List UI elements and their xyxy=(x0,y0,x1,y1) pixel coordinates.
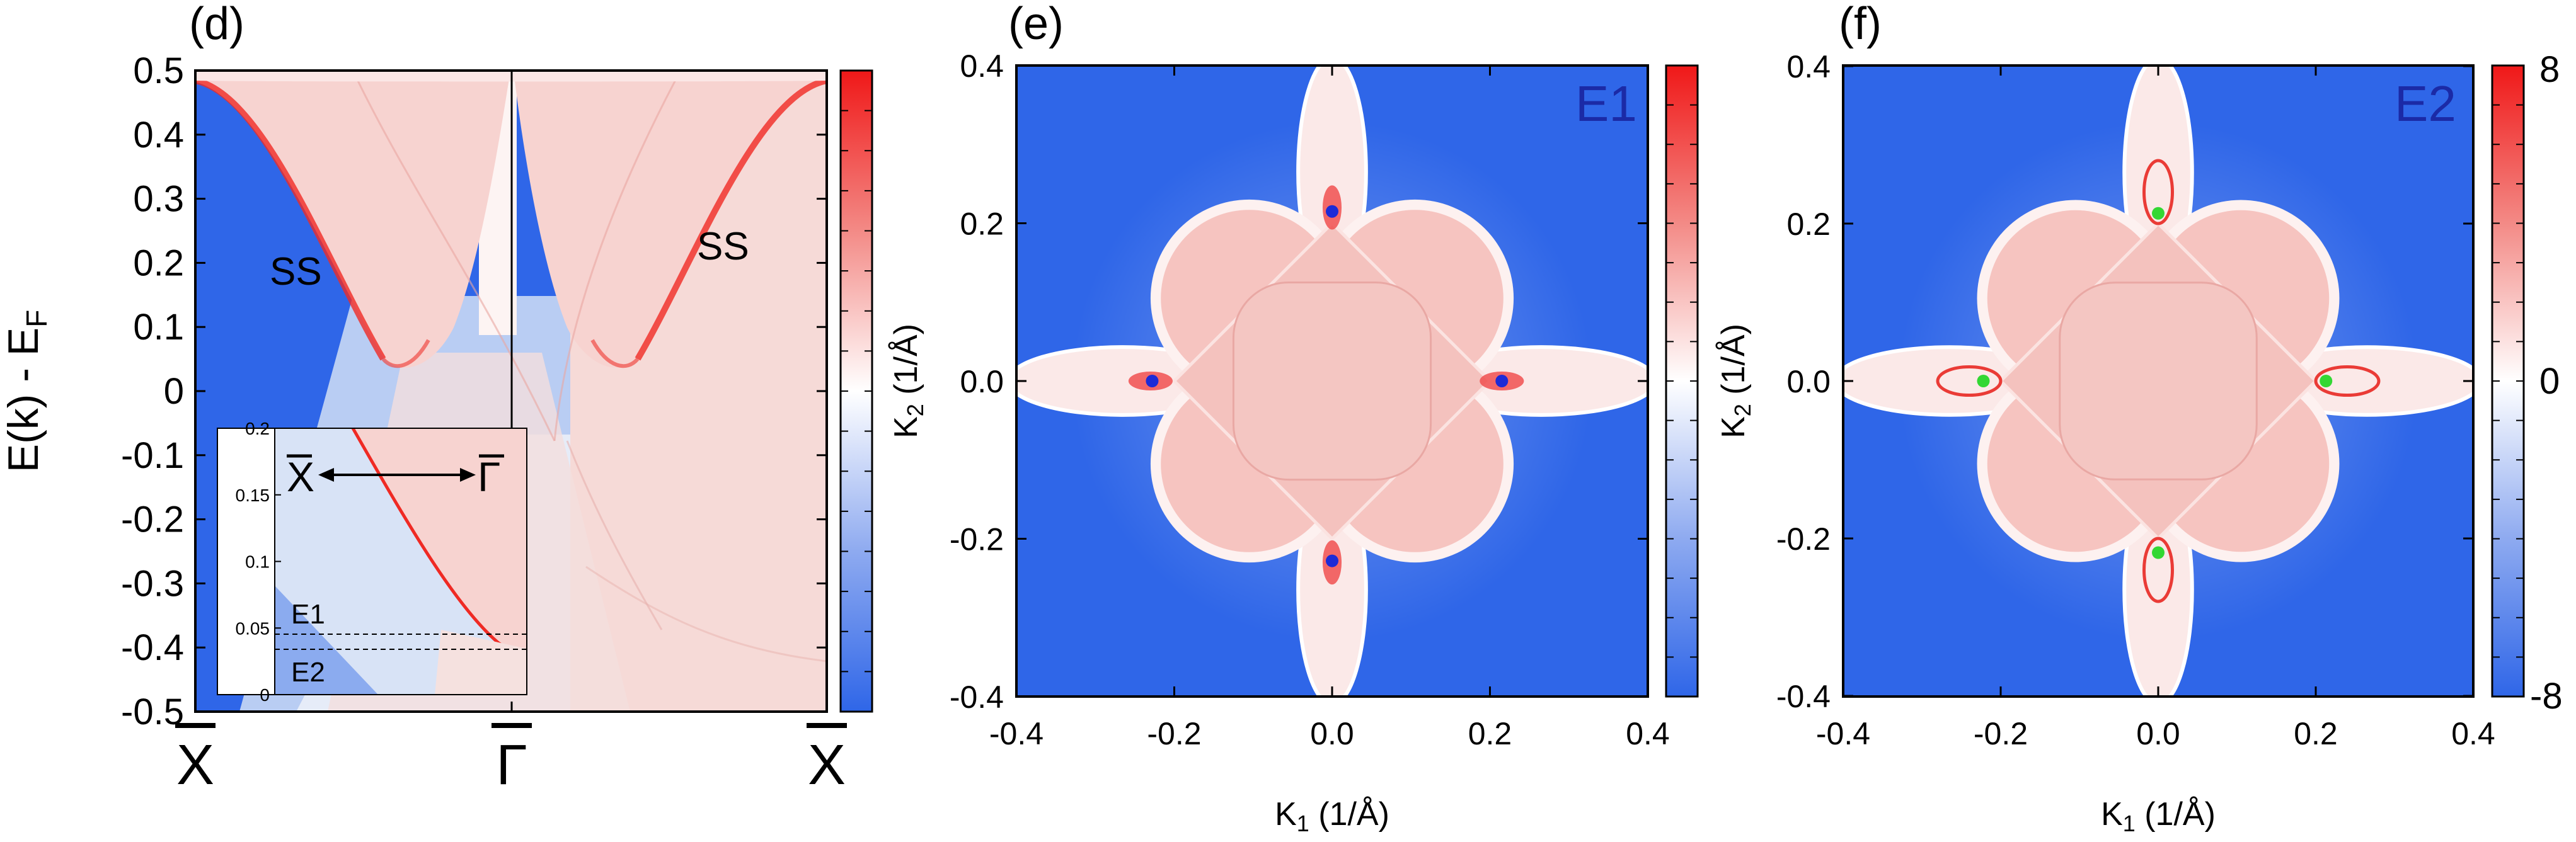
y-tick-label: -0.2 xyxy=(950,522,1004,557)
y-tick-label: -0.5 xyxy=(121,691,184,732)
panel-e: (e) -0.4 -0.2 0.0 0.2 0.4 0.4 0.2 0.0 -0.2 -0.4 E… xyxy=(888,0,1699,836)
panel-e-xlabel: K1 (1/Å) xyxy=(1275,796,1389,836)
x-tick-label: 0.4 xyxy=(2451,716,2495,751)
x-tick-label: -0.4 xyxy=(989,716,1044,751)
y-tick-label: 0 xyxy=(164,371,184,412)
weyl-point xyxy=(1495,375,1509,387)
inset-y-tick-label: 0.15 xyxy=(236,486,270,505)
weyl-point xyxy=(1146,375,1159,387)
surface-state-label-left: SS xyxy=(270,250,322,293)
weyl-point xyxy=(2152,546,2165,559)
x-tick-label: -0.2 xyxy=(1974,716,2028,751)
panel-e-colorbar xyxy=(1665,64,1699,698)
weyl-point xyxy=(2152,207,2165,220)
panel-d-y-ticks: 0.5 0.4 0.3 0.2 0.1 0 -0.1 -0.2 -0.3 -0.4 -0.5 xyxy=(121,50,827,732)
y-tick-label: -0.1 xyxy=(121,435,184,476)
weyl-point xyxy=(1977,375,1990,387)
y-tick-label: 0.4 xyxy=(1786,49,1831,84)
panel-f-colorbar: 8 0 -8 xyxy=(2491,49,2563,717)
x-tick-label: 0.2 xyxy=(2294,716,2338,751)
x-tick-label: 0.0 xyxy=(1310,716,1354,751)
weyl-point xyxy=(2320,375,2333,387)
y-tick-label: 0.5 xyxy=(133,50,184,91)
weyl-point xyxy=(1326,205,1338,218)
panel-e-plot-area xyxy=(1016,65,1648,697)
y-tick-label: -0.4 xyxy=(950,680,1004,715)
panel-f-ticks: -0.4 -0.2 0.0 0.2 0.4 0.4 0.2 0.0 -0.2 -0.4 xyxy=(1776,49,2495,751)
panel-d-label: (d) xyxy=(189,0,244,49)
inset-cut-label-e2: E2 xyxy=(291,657,325,688)
colorbar-min-label: -8 xyxy=(2530,676,2563,717)
y-tick-label: 0.4 xyxy=(133,115,184,156)
y-tick-label: -0.4 xyxy=(1776,679,1831,714)
inset-gamma-point-label: Γ xyxy=(478,453,500,500)
inset-x-point-label: X xyxy=(287,453,314,500)
x-tick-label: 0.2 xyxy=(1468,716,1512,751)
surface-state-label-right: SS xyxy=(697,225,749,268)
panel-e-label: (e) xyxy=(1008,0,1064,49)
panel-e-points xyxy=(1146,205,1509,567)
y-tick-label: 0.4 xyxy=(960,48,1004,84)
panel-f-points xyxy=(1977,207,2333,559)
panel-f-corner-label: E2 xyxy=(2395,76,2456,132)
inset-y-tick-label: 0.05 xyxy=(236,618,270,638)
panel-d-ylabel: E(k) - EF xyxy=(0,310,53,473)
x-tick-label: 0.0 xyxy=(2136,716,2180,751)
y-tick-label: -0.2 xyxy=(1776,521,1831,557)
weyl-point xyxy=(1326,554,1338,567)
panel-f-ylabel: K2 (1/Å) xyxy=(1715,324,1756,438)
x-tick-label: Γ xyxy=(496,734,527,797)
x-tick-label: -0.2 xyxy=(1147,716,1201,751)
y-tick-label: 0.1 xyxy=(133,307,184,348)
panel-f-label: (f) xyxy=(1839,0,1882,49)
y-tick-label: 0.2 xyxy=(960,207,1004,242)
x-tick-label: 0.4 xyxy=(1626,716,1670,751)
y-tick-label: 0.0 xyxy=(960,364,1004,399)
panel-e-corner-label: E1 xyxy=(1575,76,1637,132)
y-tick-label: -0.3 xyxy=(121,563,184,604)
y-tick-label: 0.3 xyxy=(133,179,184,220)
colorbar-zero-label: 0 xyxy=(2539,361,2560,402)
x-tick-label: -0.4 xyxy=(1816,716,1870,751)
panel-f-xlabel: K1 (1/Å) xyxy=(2101,796,2216,836)
panel-f: (f) -0.4 -0.2 0.0 0.2 0.4 0.4 0.2 0.0 -0.2 -0.4 E… xyxy=(1715,0,2563,836)
panel-d: (d) xyxy=(0,0,873,797)
panel-f-plot-area xyxy=(1843,65,2473,697)
x-tick-label: X xyxy=(808,734,846,797)
colorbar-max-label: 8 xyxy=(2539,49,2560,90)
inset-y-tick-label: 0 xyxy=(260,685,270,705)
y-tick-label: 0.0 xyxy=(1786,364,1831,399)
y-tick-label: 0.2 xyxy=(133,242,184,283)
panel-e-ylabel: K2 (1/Å) xyxy=(888,324,928,438)
inset-cut-label-e1: E1 xyxy=(291,599,325,630)
panel-d-colorbar xyxy=(839,69,873,713)
panel-e-ticks: -0.4 -0.2 0.0 0.2 0.4 0.4 0.2 0.0 -0.2 -0.4 xyxy=(950,48,1670,751)
x-tick-label: X xyxy=(176,734,214,797)
panel-d-inset: 0.2 0.15 0.1 0.05 0 X Γ E1 E2 xyxy=(217,419,527,705)
inset-y-tick-label: 0.1 xyxy=(245,552,270,572)
inset-y-ticks: 0.2 0.15 0.1 0.05 0 xyxy=(236,419,281,705)
inset-y-tick-label: 0.2 xyxy=(245,419,270,438)
y-tick-label: 0.2 xyxy=(1786,207,1831,242)
y-tick-label: -0.4 xyxy=(121,627,184,668)
y-tick-label: -0.2 xyxy=(121,499,184,540)
